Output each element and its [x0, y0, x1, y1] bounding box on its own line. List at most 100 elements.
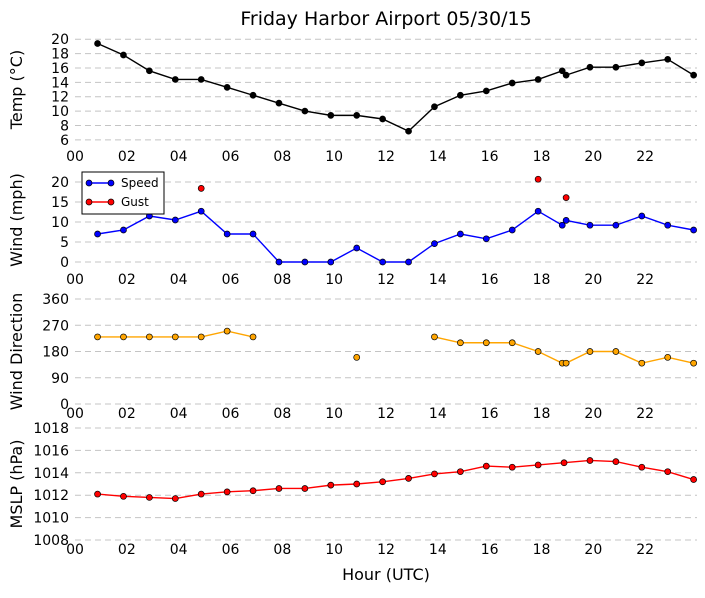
- legend-marker: [85, 198, 93, 206]
- data-point: [197, 490, 205, 498]
- x-tick-label: 06: [222, 542, 240, 558]
- data-point: [171, 76, 179, 83]
- data-point: [301, 258, 309, 266]
- data-point: [120, 492, 127, 500]
- data-point: [327, 112, 335, 119]
- data-point: [638, 463, 646, 471]
- data-point: [534, 175, 542, 183]
- data-point: [171, 216, 179, 224]
- x-tick-label: 12: [377, 542, 395, 558]
- data-point: [353, 353, 361, 361]
- data-point: [558, 67, 566, 75]
- x-tick-label: 20: [584, 149, 602, 165]
- data-point: [327, 258, 335, 266]
- data-point: [508, 339, 516, 347]
- x-tick-label: 08: [273, 149, 291, 165]
- data-point: [638, 212, 646, 220]
- x-tick-label: 02: [118, 149, 136, 165]
- data-point: [562, 359, 570, 367]
- data-point: [146, 494, 153, 501]
- x-tick-label: 16: [481, 406, 499, 422]
- data-point: [457, 468, 464, 476]
- y-tick-label: 6: [60, 133, 69, 149]
- x-axis-title: Hour (UTC): [342, 565, 430, 584]
- data-point: [690, 476, 697, 483]
- x-tick-label: 00: [66, 542, 84, 558]
- data-point: [534, 461, 542, 469]
- data-point: [94, 490, 101, 498]
- x-tick-label: 06: [222, 272, 240, 288]
- legend-marker: [107, 198, 115, 206]
- y-tick-label: 10: [51, 104, 69, 120]
- data-point: [562, 71, 570, 79]
- data-point: [562, 217, 570, 224]
- data-point: [690, 359, 697, 367]
- x-tick-label: 04: [170, 149, 188, 165]
- x-tick-label: 20: [584, 542, 602, 558]
- x-tick-label: 18: [533, 542, 551, 558]
- x-tick-label: 14: [429, 406, 447, 422]
- data-point: [508, 79, 516, 87]
- x-tick-label: 02: [118, 542, 136, 558]
- data-point: [664, 55, 672, 63]
- x-tick-label: 00: [66, 272, 84, 288]
- data-point: [405, 258, 412, 266]
- data-point: [586, 221, 594, 229]
- data-point: [379, 115, 386, 123]
- data-point: [562, 194, 570, 201]
- data-point: [327, 481, 335, 489]
- data-point: [431, 240, 438, 247]
- data-point: [664, 468, 672, 476]
- data-point: [457, 339, 464, 347]
- chart-title: Friday Harbor Airport 05/30/15: [240, 8, 531, 30]
- data-point: [534, 348, 542, 355]
- x-tick-label: 16: [481, 149, 499, 165]
- x-tick-label: 06: [222, 406, 240, 422]
- x-tick-label: 22: [636, 272, 654, 288]
- legend-marker: [85, 179, 93, 187]
- data-point: [275, 99, 283, 107]
- data-point: [94, 40, 101, 47]
- data-point: [353, 480, 361, 488]
- y-tick-label: 1012: [33, 488, 69, 504]
- y-tick-label: 1008: [33, 533, 69, 549]
- data-point: [457, 91, 464, 99]
- data-point: [457, 230, 464, 238]
- data-point: [249, 230, 257, 238]
- x-tick-label: 04: [170, 272, 188, 288]
- data-point: [431, 470, 438, 478]
- data-point: [223, 327, 231, 335]
- x-tick-label: 04: [170, 406, 188, 422]
- data-point: [508, 226, 516, 234]
- data-point: [534, 76, 542, 83]
- data-point: [612, 221, 620, 229]
- data-point: [612, 458, 620, 465]
- x-tick-label: 10: [325, 542, 343, 558]
- legend-label: Gust: [121, 195, 149, 209]
- x-tick-label: 08: [273, 272, 291, 288]
- legend-marker: [107, 179, 115, 187]
- data-point: [431, 333, 438, 341]
- data-point: [146, 333, 153, 341]
- y-tick-label: 20: [51, 175, 69, 191]
- y-tick-label: 1016: [33, 443, 69, 459]
- data-point: [379, 478, 386, 486]
- data-point: [690, 71, 697, 79]
- data-point: [534, 207, 542, 215]
- y-tick-label: 90: [51, 371, 69, 387]
- data-point: [690, 226, 697, 234]
- data-point: [560, 459, 568, 467]
- y-tick-label: 15: [51, 195, 69, 211]
- y-tick-label: 12: [51, 90, 69, 106]
- data-point: [275, 258, 283, 266]
- data-point: [353, 112, 361, 119]
- x-tick-label: 10: [325, 272, 343, 288]
- data-point: [482, 235, 490, 243]
- x-tick-label: 08: [273, 542, 291, 558]
- series-line: [97, 459, 694, 500]
- data-point: [638, 359, 646, 367]
- x-tick-label: 16: [481, 542, 499, 558]
- data-point: [586, 63, 594, 71]
- data-point: [586, 457, 594, 464]
